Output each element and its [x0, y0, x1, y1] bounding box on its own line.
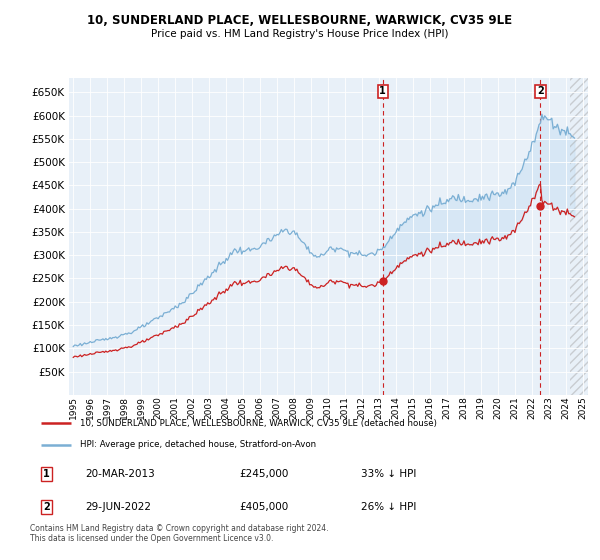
Text: Contains HM Land Registry data © Crown copyright and database right 2024.
This d: Contains HM Land Registry data © Crown c…: [30, 524, 329, 543]
Text: 26% ↓ HPI: 26% ↓ HPI: [361, 502, 416, 512]
Text: 2: 2: [537, 86, 544, 96]
Text: 1: 1: [43, 469, 50, 479]
Text: HPI: Average price, detached house, Stratford-on-Avon: HPI: Average price, detached house, Stra…: [80, 440, 316, 450]
Text: £245,000: £245,000: [240, 469, 289, 479]
Text: 29-JUN-2022: 29-JUN-2022: [85, 502, 151, 512]
Text: 10, SUNDERLAND PLACE, WELLESBOURNE, WARWICK, CV35 9LE: 10, SUNDERLAND PLACE, WELLESBOURNE, WARW…: [88, 14, 512, 27]
Text: 10, SUNDERLAND PLACE, WELLESBOURNE, WARWICK, CV35 9LE (detached house): 10, SUNDERLAND PLACE, WELLESBOURNE, WARW…: [80, 419, 437, 428]
Text: Price paid vs. HM Land Registry's House Price Index (HPI): Price paid vs. HM Land Registry's House …: [151, 29, 449, 39]
Text: 2: 2: [43, 502, 50, 512]
Text: 20-MAR-2013: 20-MAR-2013: [85, 469, 155, 479]
Text: 1: 1: [379, 86, 386, 96]
Text: 33% ↓ HPI: 33% ↓ HPI: [361, 469, 416, 479]
Text: £405,000: £405,000: [240, 502, 289, 512]
